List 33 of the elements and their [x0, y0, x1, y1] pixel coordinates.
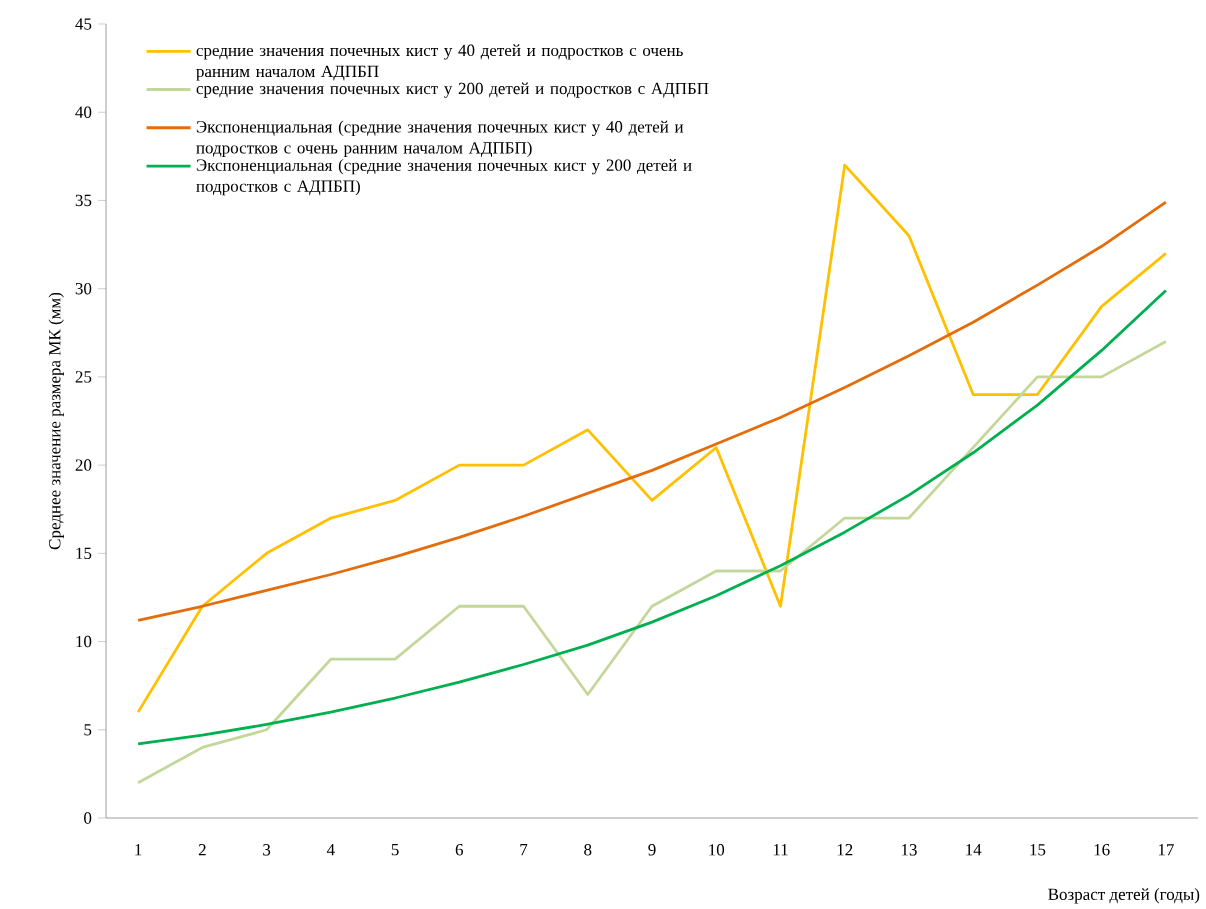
y-tick-label: 10: [76, 635, 92, 648]
x-tick-label: 13: [901, 844, 917, 856]
y-tick-label: 0: [84, 812, 92, 824]
y-tick-label: 25: [75, 371, 92, 383]
x-tick-label: 2: [198, 844, 206, 856]
x-tick-label: 12: [837, 844, 853, 856]
legend-label: средние значения почечных кист у 200 детей и подростков с АДПБП: [196, 82, 709, 98]
x-tick-label: 16: [1094, 844, 1110, 856]
x-tick-label: 10: [709, 844, 725, 856]
x-tick-label: 9: [648, 844, 656, 856]
x-tick-label: 3: [263, 844, 271, 856]
legend-label: Экспоненциальная (средние значения почечных кист у 40 детей и подростков с очень ранним началом АДПБП): [196, 120, 684, 158]
y-tick-label: 5: [84, 724, 92, 736]
y-axis-title: Среднее значение размера МК (мм): [48, 292, 64, 550]
x-tick-label: 17: [1158, 844, 1174, 856]
y-tick-label: 40: [75, 106, 92, 118]
x-tick-label: 15: [1030, 844, 1046, 856]
y-tick-label: 35: [75, 194, 92, 207]
x-tick-label: 4: [326, 844, 335, 856]
y-tick-label: 20: [75, 459, 92, 471]
y-tick-label: 45: [75, 18, 92, 30]
x-axis-title: Возраст детей (годы): [1048, 888, 1200, 904]
y-tick-label: 15: [76, 547, 92, 560]
x-tick-label: 14: [966, 844, 982, 856]
x-tick-label: 5: [391, 844, 399, 856]
x-tick-label: 8: [584, 844, 592, 856]
x-tick-label: 7: [520, 844, 528, 856]
line-series: [136, 289, 1168, 746]
legend-label: Экспоненциальная (средние значения почечных кист у 200 детей и подростков с АДПБП): [196, 158, 692, 196]
x-tick-label: 6: [455, 844, 464, 856]
x-tick-label: 1: [135, 844, 142, 856]
y-tick-label: 30: [75, 282, 92, 295]
x-tick-label: 11: [773, 844, 788, 856]
